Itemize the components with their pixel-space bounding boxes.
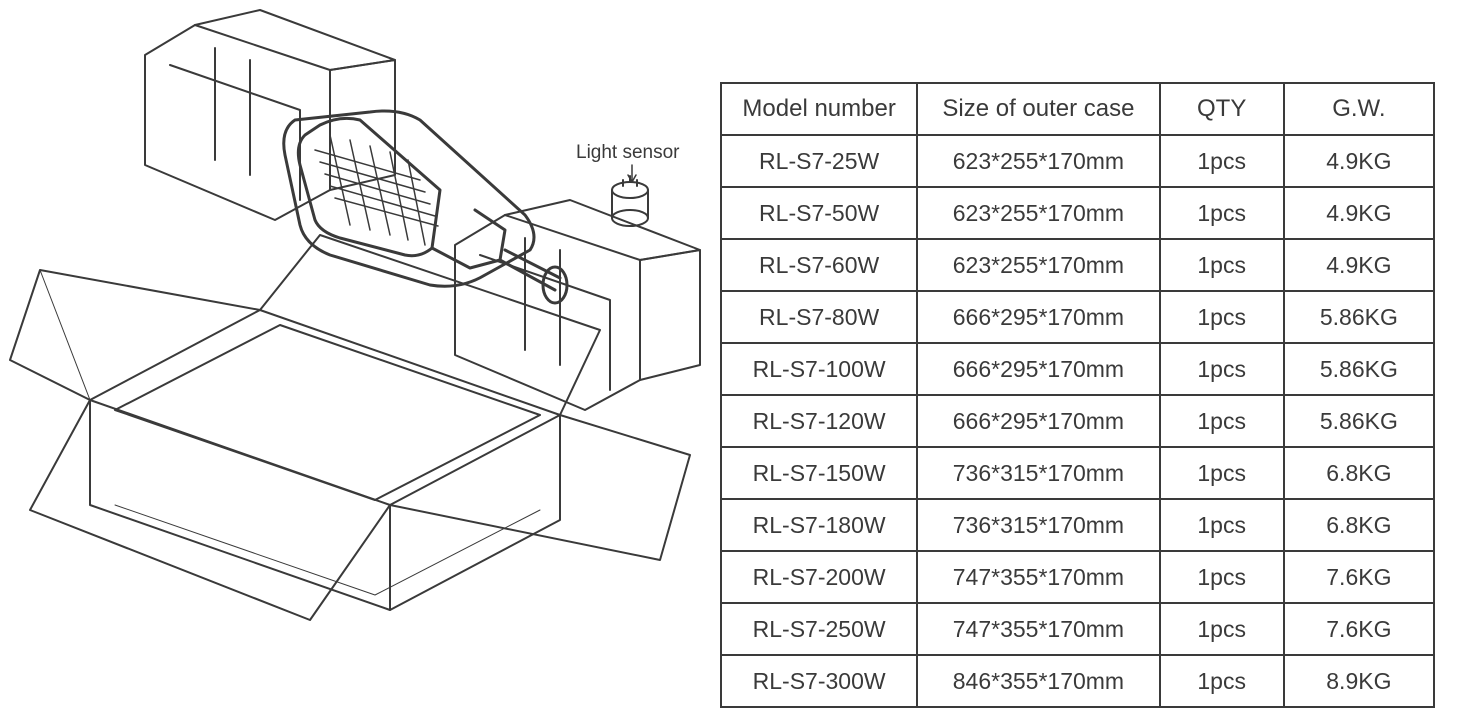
cell-size: 623*255*170mm	[917, 239, 1159, 291]
cell-size: 666*295*170mm	[917, 395, 1159, 447]
cell-qty: 1pcs	[1160, 343, 1284, 395]
table-row: RL-S7-250W 747*355*170mm 1pcs 7.6KG	[721, 603, 1434, 655]
spec-table: Model number Size of outer case QTY G.W.…	[720, 82, 1435, 708]
table-row: RL-S7-100W 666*295*170mm 1pcs 5.86KG	[721, 343, 1434, 395]
table-row: RL-S7-200W 747*355*170mm 1pcs 7.6KG	[721, 551, 1434, 603]
cell-qty: 1pcs	[1160, 239, 1284, 291]
cell-model: RL-S7-80W	[721, 291, 917, 343]
table-row: RL-S7-80W 666*295*170mm 1pcs 5.86KG	[721, 291, 1434, 343]
header-gw: G.W.	[1284, 83, 1434, 135]
packaging-diagram-svg	[0, 0, 710, 704]
cell-gw: 6.8KG	[1284, 447, 1434, 499]
header-model: Model number	[721, 83, 917, 135]
cell-qty: 1pcs	[1160, 135, 1284, 187]
cell-size: 736*315*170mm	[917, 447, 1159, 499]
cell-size: 736*315*170mm	[917, 499, 1159, 551]
table-row: RL-S7-60W 623*255*170mm 1pcs 4.9KG	[721, 239, 1434, 291]
cell-model: RL-S7-300W	[721, 655, 917, 707]
cell-model: RL-S7-150W	[721, 447, 917, 499]
cell-model: RL-S7-50W	[721, 187, 917, 239]
cell-gw: 4.9KG	[1284, 135, 1434, 187]
cell-gw: 5.86KG	[1284, 395, 1434, 447]
cell-gw: 4.9KG	[1284, 187, 1434, 239]
cell-qty: 1pcs	[1160, 551, 1284, 603]
table-row: RL-S7-300W 846*355*170mm 1pcs 8.9KG	[721, 655, 1434, 707]
cell-gw: 6.8KG	[1284, 499, 1434, 551]
cell-qty: 1pcs	[1160, 291, 1284, 343]
cell-qty: 1pcs	[1160, 655, 1284, 707]
light-sensor-label: Light sensor	[576, 142, 680, 164]
cell-model: RL-S7-60W	[721, 239, 917, 291]
cell-qty: 1pcs	[1160, 603, 1284, 655]
header-qty: QTY	[1160, 83, 1284, 135]
cell-gw: 5.86KG	[1284, 343, 1434, 395]
cell-model: RL-S7-250W	[721, 603, 917, 655]
street-light-fixture	[284, 111, 567, 303]
cell-qty: 1pcs	[1160, 395, 1284, 447]
table-row: RL-S7-25W 623*255*170mm 1pcs 4.9KG	[721, 135, 1434, 187]
cell-model: RL-S7-180W	[721, 499, 917, 551]
table-row: RL-S7-50W 623*255*170mm 1pcs 4.9KG	[721, 187, 1434, 239]
cell-gw: 7.6KG	[1284, 551, 1434, 603]
table-header-row: Model number Size of outer case QTY G.W.	[721, 83, 1434, 135]
cell-gw: 5.86KG	[1284, 291, 1434, 343]
cell-size: 623*255*170mm	[917, 187, 1159, 239]
cell-model: RL-S7-25W	[721, 135, 917, 187]
cell-size: 666*295*170mm	[917, 343, 1159, 395]
cell-model: RL-S7-120W	[721, 395, 917, 447]
cell-size: 747*355*170mm	[917, 603, 1159, 655]
page-root: Light sensor Model number Size of outer …	[0, 0, 1459, 704]
cell-gw: 4.9KG	[1284, 239, 1434, 291]
table-row: RL-S7-150W 736*315*170mm 1pcs 6.8KG	[721, 447, 1434, 499]
spec-table-body: RL-S7-25W 623*255*170mm 1pcs 4.9KG RL-S7…	[721, 135, 1434, 707]
cell-size: 747*355*170mm	[917, 551, 1159, 603]
cell-gw: 7.6KG	[1284, 603, 1434, 655]
cell-qty: 1pcs	[1160, 499, 1284, 551]
cell-size: 846*355*170mm	[917, 655, 1159, 707]
cell-size: 623*255*170mm	[917, 135, 1159, 187]
cell-size: 666*295*170mm	[917, 291, 1159, 343]
table-row: RL-S7-120W 666*295*170mm 1pcs 5.86KG	[721, 395, 1434, 447]
cell-gw: 8.9KG	[1284, 655, 1434, 707]
light-sensor-icon	[612, 165, 648, 226]
cell-qty: 1pcs	[1160, 447, 1284, 499]
packaging-diagram-area: Light sensor	[0, 0, 710, 704]
cell-qty: 1pcs	[1160, 187, 1284, 239]
header-size: Size of outer case	[917, 83, 1159, 135]
cell-model: RL-S7-200W	[721, 551, 917, 603]
cell-model: RL-S7-100W	[721, 343, 917, 395]
spec-table-area: Model number Size of outer case QTY G.W.…	[720, 82, 1435, 708]
table-row: RL-S7-180W 736*315*170mm 1pcs 6.8KG	[721, 499, 1434, 551]
foam-block-top	[145, 10, 395, 220]
